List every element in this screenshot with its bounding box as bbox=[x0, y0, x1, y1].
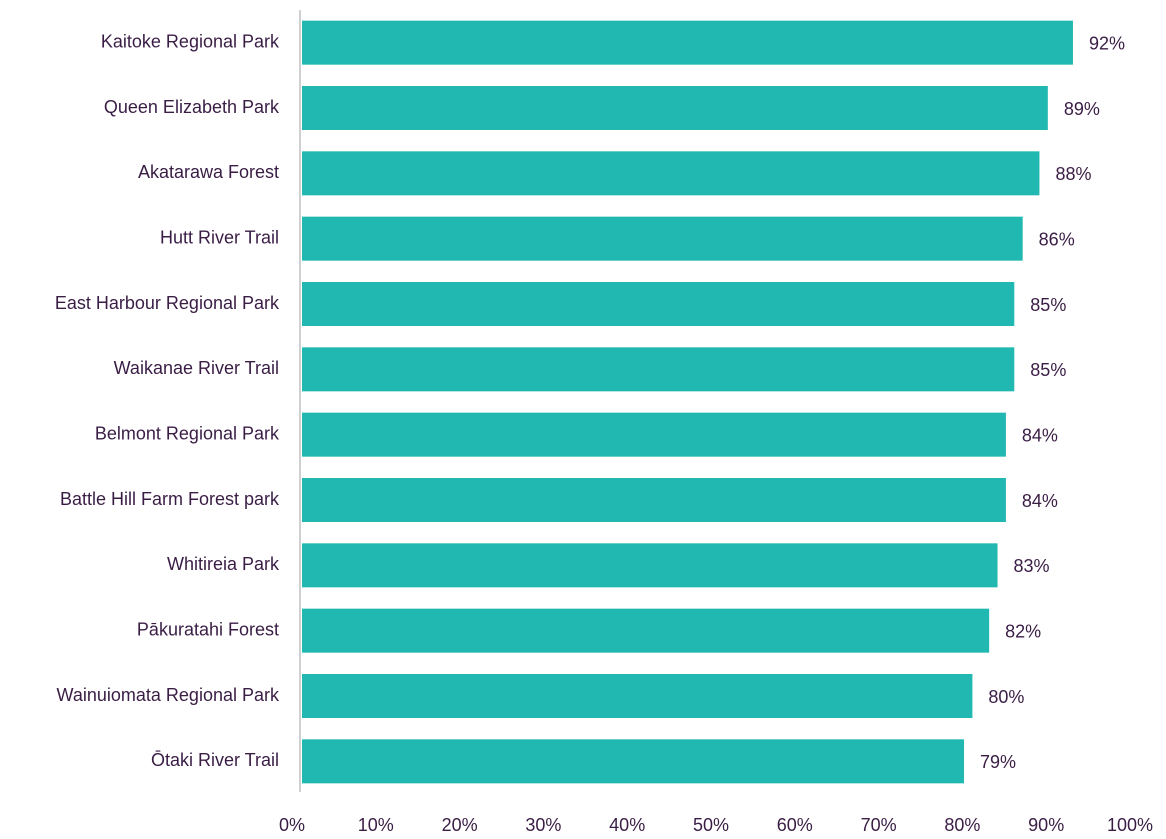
data-label: 83% bbox=[1014, 556, 1050, 576]
data-label: 89% bbox=[1064, 99, 1100, 119]
y-tick-label: Queen Elizabeth Park bbox=[104, 97, 280, 117]
y-tick-label: Hutt River Trail bbox=[160, 227, 279, 247]
y-tick-label: Whitireia Park bbox=[167, 554, 280, 574]
data-label: 84% bbox=[1022, 491, 1058, 511]
x-tick-label: 50% bbox=[693, 815, 729, 835]
bar bbox=[302, 674, 973, 718]
y-tick-label: Belmont Regional Park bbox=[95, 423, 280, 443]
x-tick-label: 20% bbox=[442, 815, 478, 835]
bar bbox=[302, 86, 1048, 130]
data-label: 80% bbox=[988, 687, 1024, 707]
bar bbox=[302, 543, 998, 588]
data-label: 82% bbox=[1005, 621, 1041, 641]
data-label: 86% bbox=[1039, 229, 1075, 249]
y-tick-label: Pākuratahi Forest bbox=[137, 619, 279, 639]
y-tick-label: Akatarawa Forest bbox=[138, 162, 279, 182]
x-tick-label: 0% bbox=[279, 815, 305, 835]
bar bbox=[302, 20, 1073, 65]
data-label: 88% bbox=[1055, 164, 1091, 184]
y-tick-label: Wainuiomata Regional Park bbox=[57, 685, 280, 705]
data-label: 84% bbox=[1022, 425, 1058, 445]
data-label: 92% bbox=[1089, 33, 1125, 53]
x-tick-label: 90% bbox=[1028, 815, 1064, 835]
bar bbox=[302, 347, 1015, 392]
data-label: 85% bbox=[1030, 295, 1066, 315]
y-tick-label: Kaitoke Regional Park bbox=[101, 31, 280, 51]
bar bbox=[302, 151, 1040, 196]
x-tick-label: 70% bbox=[861, 815, 897, 835]
data-label: 85% bbox=[1030, 360, 1066, 380]
bar bbox=[302, 608, 990, 653]
x-tick-label: 80% bbox=[944, 815, 980, 835]
bar bbox=[302, 282, 1015, 326]
x-tick-label: 40% bbox=[609, 815, 645, 835]
y-tick-label: Waikanae River Trail bbox=[114, 358, 279, 378]
x-tick-label: 100% bbox=[1107, 815, 1153, 835]
y-tick-label: Ōtaki River Trail bbox=[151, 750, 279, 770]
bar bbox=[302, 478, 1006, 522]
x-tick-label: 10% bbox=[358, 815, 394, 835]
x-tick-label: 30% bbox=[525, 815, 561, 835]
bar bbox=[302, 216, 1023, 261]
x-tick-label: 60% bbox=[777, 815, 813, 835]
bar bbox=[302, 739, 965, 784]
bar bbox=[302, 412, 1006, 457]
y-tick-label: Battle Hill Farm Forest park bbox=[60, 489, 280, 509]
y-tick-label: East Harbour Regional Park bbox=[55, 293, 280, 313]
data-label: 79% bbox=[980, 752, 1016, 772]
